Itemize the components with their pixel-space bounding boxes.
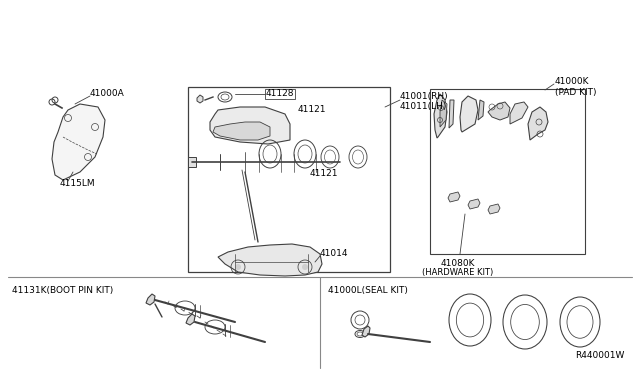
Polygon shape [449, 100, 454, 128]
Polygon shape [478, 100, 484, 120]
Bar [188, 87, 390, 272]
Polygon shape [448, 192, 460, 202]
Text: 41000K: 41000K [555, 77, 589, 87]
Text: 4115LM: 4115LM [60, 180, 95, 189]
Text: 41014: 41014 [320, 250, 349, 259]
Circle shape [235, 264, 241, 270]
Text: 41001(RH): 41001(RH) [400, 93, 449, 102]
Bar [430, 89, 585, 254]
Polygon shape [210, 107, 290, 144]
Polygon shape [52, 104, 105, 180]
Text: 41128: 41128 [266, 90, 294, 99]
Text: 41131K(BOOT PIN KIT): 41131K(BOOT PIN KIT) [12, 285, 113, 295]
Text: R440001W: R440001W [575, 351, 625, 360]
Bar [265, 89, 295, 99]
Polygon shape [468, 199, 480, 209]
Text: 41121: 41121 [298, 106, 326, 115]
Text: 41000A: 41000A [90, 90, 125, 99]
Text: (PAD KIT): (PAD KIT) [555, 87, 596, 96]
Polygon shape [488, 204, 500, 214]
Polygon shape [528, 107, 548, 140]
Polygon shape [440, 100, 447, 127]
Polygon shape [218, 244, 322, 276]
Polygon shape [362, 326, 370, 337]
Polygon shape [510, 102, 528, 124]
Circle shape [302, 264, 308, 270]
Text: 41121: 41121 [310, 170, 339, 179]
Polygon shape [146, 294, 155, 305]
Polygon shape [460, 96, 478, 132]
Text: 41080K: 41080K [441, 260, 476, 269]
Polygon shape [488, 102, 510, 120]
Text: 41000L(SEAL KIT): 41000L(SEAL KIT) [328, 285, 408, 295]
Polygon shape [186, 314, 195, 325]
Text: 41011(LH): 41011(LH) [400, 103, 447, 112]
Polygon shape [213, 122, 270, 140]
Polygon shape [188, 157, 196, 167]
Polygon shape [434, 94, 447, 138]
Text: (HARDWARE KIT): (HARDWARE KIT) [422, 267, 493, 276]
Polygon shape [197, 95, 203, 103]
